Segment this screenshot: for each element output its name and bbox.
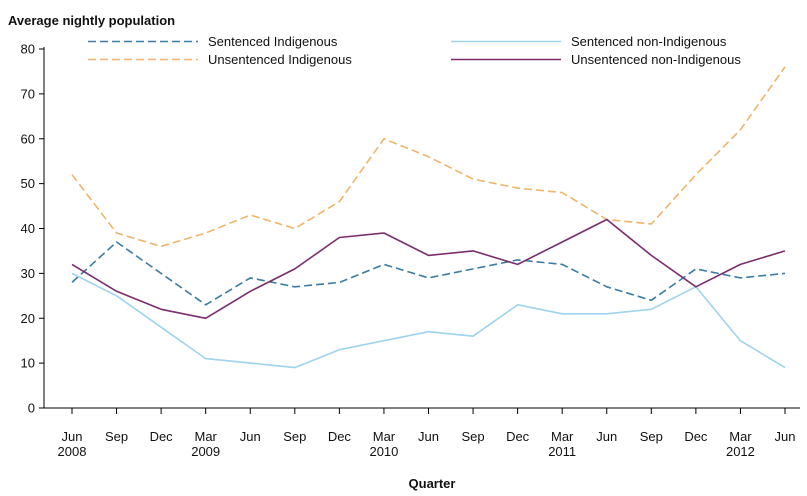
legend-label: Unsentenced non-Indigenous xyxy=(571,52,741,67)
x-tick-label: Sep xyxy=(283,429,306,444)
y-ticks: 0 10 20 30 40 50 60 70 80 xyxy=(21,42,44,416)
series-line-sentenced-non-indigenous xyxy=(71,272,786,369)
x-tick-year-label: 2010 xyxy=(369,444,398,459)
x-tick-label: Jun xyxy=(62,429,83,444)
x-tick-year-label: 2009 xyxy=(191,444,220,459)
series-line-unsentenced-indigenous xyxy=(71,66,786,248)
y-tick-label: 70 xyxy=(21,86,35,101)
x-tick-label: Mar xyxy=(729,429,752,444)
legend-label: Sentenced Indigenous xyxy=(208,34,338,49)
y-tick-label: 80 xyxy=(21,42,35,57)
series-line-unsentenced-non-indigenous xyxy=(71,218,786,320)
axes xyxy=(43,47,800,409)
x-tick-label: Mar xyxy=(373,429,396,444)
y-tick-label: 20 xyxy=(21,311,35,326)
x-tick-label: Dec xyxy=(684,429,708,444)
series-line-sentenced-indigenous xyxy=(71,241,786,306)
x-tick-label: Mar xyxy=(194,429,217,444)
y-tick-label: 60 xyxy=(21,131,35,146)
y-tick-label: 10 xyxy=(21,356,35,371)
y-tick-label: 40 xyxy=(21,221,35,236)
x-tick-label: Sep xyxy=(105,429,128,444)
x-tick-label: Dec xyxy=(150,429,174,444)
legend-label: Unsentenced Indigenous xyxy=(208,52,352,67)
x-tick-label: Mar xyxy=(551,429,574,444)
x-tick-year-label: 2011 xyxy=(548,444,576,459)
x-tick-label: Sep xyxy=(640,429,663,444)
x-tick-year-label: 2008 xyxy=(58,444,87,459)
legend: Sentenced Indigenous Sentenced non-Indige… xyxy=(88,34,741,67)
x-tick-label: Jun xyxy=(418,429,439,444)
x-tick-label: Jun xyxy=(240,429,261,444)
legend-label: Sentenced non-Indigenous xyxy=(571,34,727,49)
x-tick-label: Sep xyxy=(461,429,484,444)
x-tick-year-label: 2012 xyxy=(726,444,755,459)
y-tick-label: 30 xyxy=(21,266,35,281)
x-tick-label: Dec xyxy=(506,429,530,444)
x-tick-label: Jun xyxy=(596,429,617,444)
series-lines xyxy=(71,66,786,369)
y-tick-label: 0 xyxy=(28,401,35,416)
x-tick-label: Jun xyxy=(775,429,796,444)
x-tick-label: Dec xyxy=(328,429,352,444)
y-tick-label: 50 xyxy=(21,176,35,191)
x-axis-label: Quarter xyxy=(409,476,456,491)
y-axis-label: Average nightly population xyxy=(8,13,175,28)
